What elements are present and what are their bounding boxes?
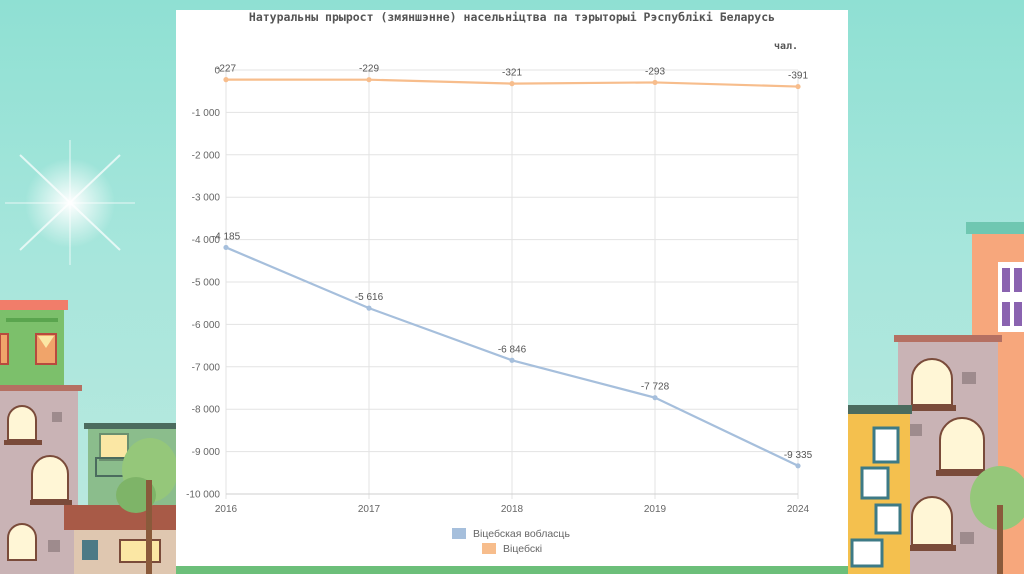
legend-item[interactable]: Віцебскі: [482, 541, 570, 556]
x-tick-label: 2016: [215, 504, 238, 515]
data-label-0: -9 335: [784, 450, 813, 461]
legend-swatch: [452, 528, 466, 539]
data-point-1: [795, 83, 801, 90]
y-tick-label: 0: [214, 66, 220, 77]
data-label-1: -321: [502, 68, 522, 79]
chart-legend: Віцебская вобласць Віцебскі: [452, 526, 570, 556]
y-tick-label: -7 000: [192, 362, 221, 373]
left-buildings: [0, 300, 178, 574]
data-point-1: [652, 79, 658, 86]
x-tick-label: 2024: [787, 504, 810, 515]
data-point-1: [223, 77, 229, 83]
data-label-1: -227: [216, 64, 236, 75]
data-label-1: -293: [645, 66, 665, 77]
data-point-0: [366, 305, 372, 311]
data-label-0: -6 846: [498, 344, 527, 355]
data-point-1: [509, 81, 515, 87]
sun-glare-icon: [5, 140, 135, 265]
x-tick-label: 2018: [501, 504, 524, 515]
legend-swatch: [482, 543, 496, 554]
line-chart: 0 -1 000 -2 000 -3 000 -4 000 -5 000 -6 000 -7 …: [186, 64, 813, 515]
y-tick-label: -8 000: [192, 405, 221, 416]
y-tick-label: -9 000: [192, 447, 221, 458]
legend-item[interactable]: Віцебская вобласць: [452, 526, 570, 541]
y-tick-label: -4 000: [192, 235, 221, 246]
legend-label: Віцебская вобласць: [473, 527, 570, 540]
data-point-0: [223, 244, 229, 251]
y-tick-label: -6 000: [192, 320, 221, 331]
x-tick-label: 2019: [644, 504, 667, 515]
y-axis-unit-label: чал.: [774, 41, 799, 52]
legend-label: Віцебскі: [503, 542, 543, 555]
chart-title: Натуральны прырост (змяншэнне) насельніц…: [248, 10, 776, 24]
data-point-0: [652, 395, 658, 401]
y-tick-label: -1 000: [192, 108, 221, 119]
chart-panel: Натуральны прырост (змяншэнне) насельніц…: [176, 10, 848, 566]
data-label-0: -4 185: [212, 231, 241, 242]
data-point-0: [795, 463, 801, 469]
data-point-1: [366, 77, 372, 83]
y-tick-label: -2 000: [192, 150, 221, 161]
y-tick-label: -3 000: [192, 193, 221, 204]
data-label-0: -5 616: [355, 292, 384, 303]
y-tick-label: -5 000: [192, 278, 221, 289]
data-label-1: -391: [788, 71, 808, 82]
data-label-0: -7 728: [641, 382, 670, 393]
y-tick-label: -10 000: [186, 490, 220, 501]
data-point-0: [509, 357, 515, 363]
ground-strip: [0, 566, 1024, 574]
x-tick-label: 2017: [358, 504, 381, 515]
data-label-1: -229: [359, 64, 379, 75]
right-buildings: [848, 222, 1024, 574]
